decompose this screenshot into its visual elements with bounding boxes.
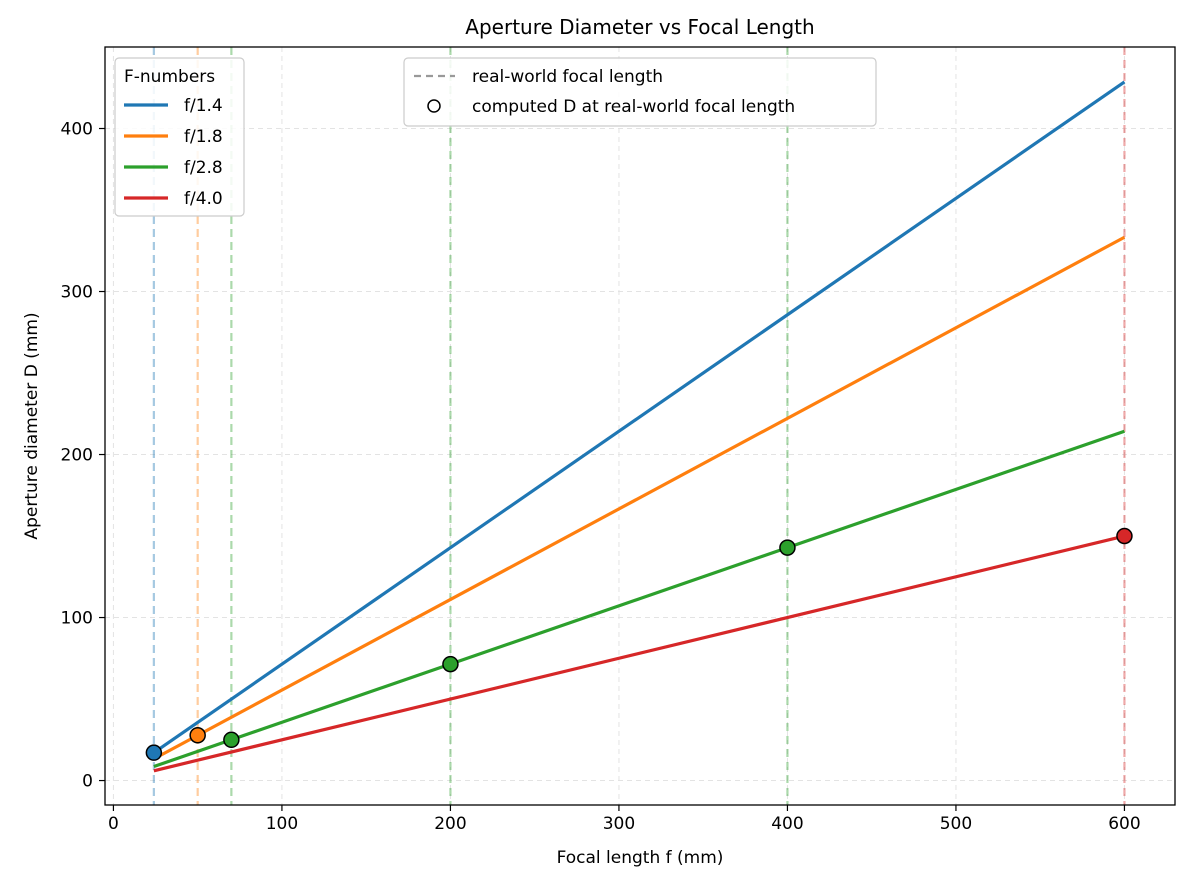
series-line-f-1-4	[152, 80, 1126, 754]
series-lines	[152, 80, 1126, 773]
series-line-f-4-0	[153, 534, 1125, 773]
x-tick-label: 600	[1108, 814, 1140, 834]
legend-entry-label: f/1.8	[184, 127, 223, 147]
legend-entry-label: f/4.0	[184, 189, 223, 209]
legend-fnumbers-title: F-numbers	[124, 67, 215, 87]
x-tick-label: 100	[266, 814, 298, 834]
computed-d-point	[1116, 527, 1133, 545]
y-tick-label: 0	[82, 772, 93, 792]
y-tick-label: 300	[61, 283, 93, 303]
y-axis-label: Aperture diameter D (mm)	[22, 312, 42, 539]
computed-d-point	[223, 731, 240, 749]
x-tick-label: 200	[434, 814, 466, 834]
x-tick-label: 400	[771, 814, 803, 834]
plot-frame	[104, 46, 1176, 806]
legend-entry-computed-d: computed D at real-world focal length	[472, 97, 795, 117]
x-tick-label: 300	[603, 814, 635, 834]
series-line-f-1-8	[153, 235, 1126, 761]
computed-points	[145, 527, 1133, 761]
legend-fnumbers-entries: f/1.4 f/1.8 f/2.8 f/4.0	[124, 96, 223, 209]
real-world-focal-lines	[152, 47, 1126, 805]
legend-entry-label: f/2.8	[184, 158, 223, 178]
x-tick-label: 0	[108, 814, 119, 834]
computed-d-point	[779, 539, 796, 556]
computed-d-point	[189, 726, 206, 744]
x-tick-label: 500	[940, 814, 972, 834]
y-tick-label: 200	[61, 446, 93, 466]
chart-title: Aperture Diameter vs Focal Length	[465, 15, 814, 39]
computed-d-point	[145, 744, 163, 761]
series-line-f-2-8	[153, 429, 1125, 769]
axis-ticks: 0 100 200 300 400 500 600 0 100 200 300 400	[61, 120, 1141, 834]
legend-markers: real-world focal length computed D at re…	[403, 57, 877, 127]
y-tick-label: 400	[61, 120, 93, 140]
legend-markers-box	[403, 57, 877, 127]
legend-entry-real-world-focal-length: real-world focal length	[472, 67, 663, 87]
computed-d-point	[442, 655, 459, 673]
legend-open-circle-swatch	[427, 99, 441, 113]
x-axis-label: Focal length f (mm)	[557, 848, 724, 868]
y-tick-label: 100	[61, 609, 93, 629]
legend-fnumbers-box	[114, 57, 245, 217]
legend-entry-label: f/1.4	[184, 96, 223, 116]
legend-fnumbers: F-numbers f/1.4 f/1.8 f/2.8 f/4.0	[114, 57, 245, 217]
grid	[105, 47, 1175, 805]
